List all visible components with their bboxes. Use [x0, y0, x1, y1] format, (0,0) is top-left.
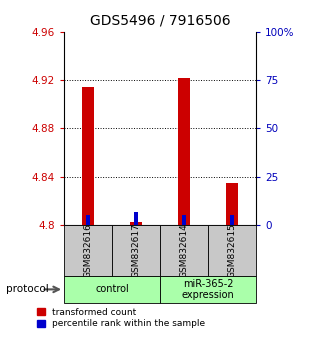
Bar — [208, 225, 256, 276]
Bar — [112, 225, 160, 276]
Legend: transformed count, percentile rank within the sample: transformed count, percentile rank withi… — [36, 308, 205, 328]
Bar — [64, 276, 160, 303]
Bar — [178, 78, 190, 225]
Bar — [182, 215, 186, 225]
Text: GSM832614: GSM832614 — [180, 223, 188, 278]
Bar — [160, 276, 256, 303]
Bar — [86, 215, 90, 225]
Bar — [134, 212, 139, 225]
Text: GSM832615: GSM832615 — [228, 223, 236, 278]
Bar — [130, 222, 142, 225]
Text: protocol: protocol — [6, 284, 49, 295]
Bar — [64, 225, 112, 276]
Text: GDS5496 / 7916506: GDS5496 / 7916506 — [90, 13, 230, 28]
Text: control: control — [95, 284, 129, 295]
Text: miR-365-2
expression: miR-365-2 expression — [182, 279, 234, 300]
Text: GSM832617: GSM832617 — [132, 223, 140, 278]
Text: GSM832616: GSM832616 — [84, 223, 92, 278]
Bar — [82, 87, 94, 225]
Bar — [230, 215, 235, 225]
Bar — [160, 225, 208, 276]
Bar — [226, 183, 238, 225]
